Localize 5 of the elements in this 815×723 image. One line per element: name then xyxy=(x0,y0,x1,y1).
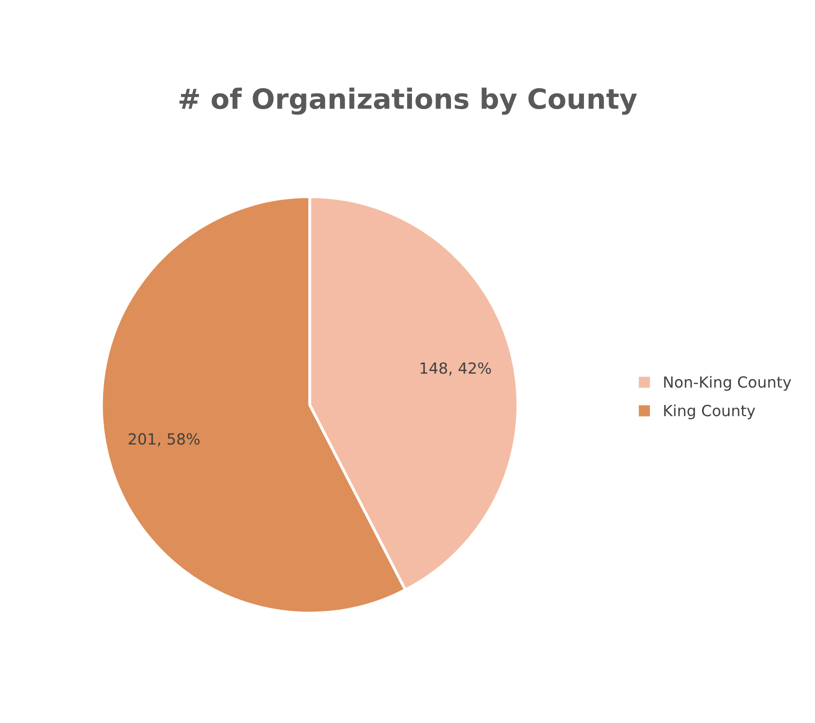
data-label: 201, 58% xyxy=(128,433,200,446)
chart-title: # of Organizations by County xyxy=(179,88,637,115)
legend-label: King County xyxy=(664,404,756,420)
data-label: 148, 42% xyxy=(420,362,491,376)
legend-label: Non-King County xyxy=(664,376,792,391)
